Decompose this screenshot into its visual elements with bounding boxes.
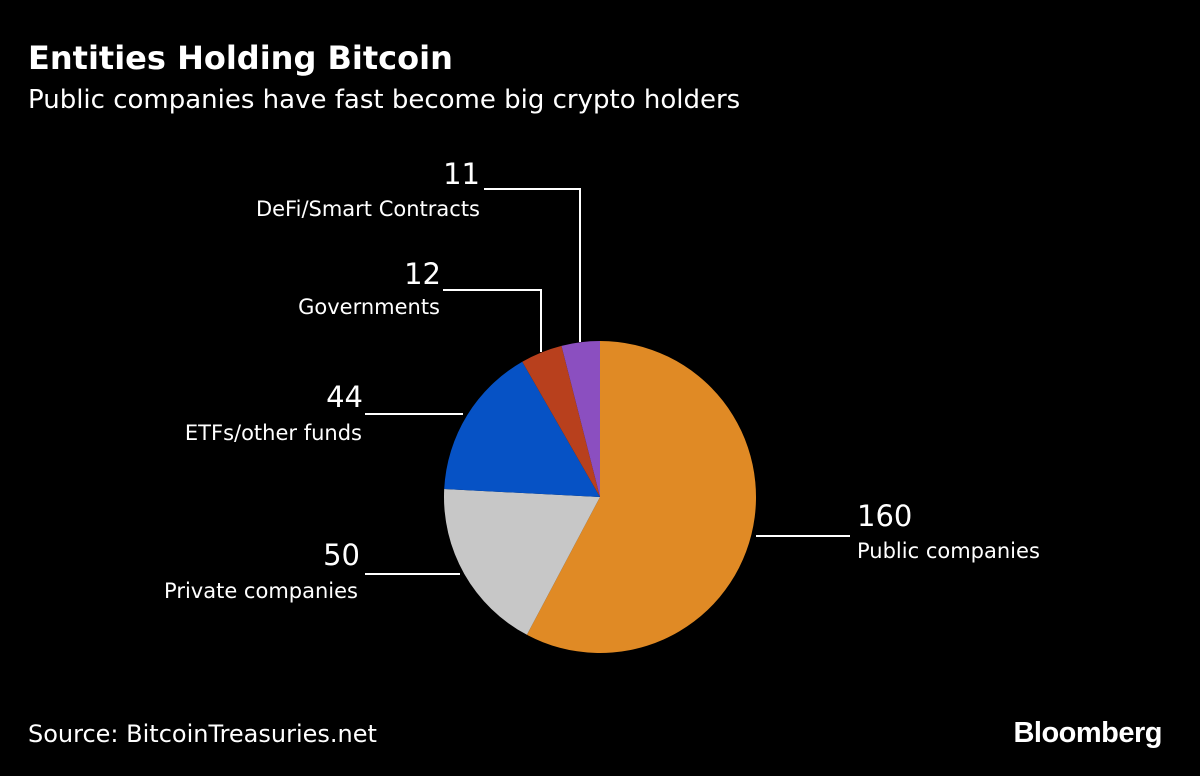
value-label-etfs-other-funds: 44 xyxy=(326,380,363,414)
value-label-defi-smart-contracts: 11 xyxy=(443,157,480,191)
chart-title: Entities Holding Bitcoin xyxy=(28,39,453,77)
pie-slice-etfs-other-funds xyxy=(444,361,600,497)
value-label-public-companies: 160 xyxy=(857,499,912,533)
pie-slice-public-companies xyxy=(526,341,757,653)
bloomberg-logo: Bloomberg xyxy=(1013,717,1162,749)
category-label-public-companies: Public companies xyxy=(857,539,1040,563)
value-label-governments: 12 xyxy=(404,257,441,291)
category-label-private-companies: Private companies xyxy=(164,579,358,603)
leader-line-defi-smart-contracts xyxy=(484,188,581,342)
category-label-etfs-other-funds: ETFs/other funds xyxy=(185,421,362,445)
source-note: Source: BitcoinTreasuries.net xyxy=(28,720,377,748)
pie-slice-private-companies xyxy=(443,489,600,635)
slice-labels: 160 Public companies 50 Private companies 44… xyxy=(164,157,1040,603)
chart-subtitle: Public companies have fast become big cr… xyxy=(28,85,741,115)
category-label-defi-smart-contracts: DeFi/Smart Contracts xyxy=(256,197,480,221)
leader-line-governments xyxy=(443,289,542,352)
pie-slice-defi-smart-contracts xyxy=(561,341,600,497)
leader-lines xyxy=(365,188,850,575)
value-label-private-companies: 50 xyxy=(323,538,360,572)
category-label-governments: Governments xyxy=(298,295,440,319)
pie-slices xyxy=(443,341,757,653)
pie-slice-governments xyxy=(522,345,600,497)
